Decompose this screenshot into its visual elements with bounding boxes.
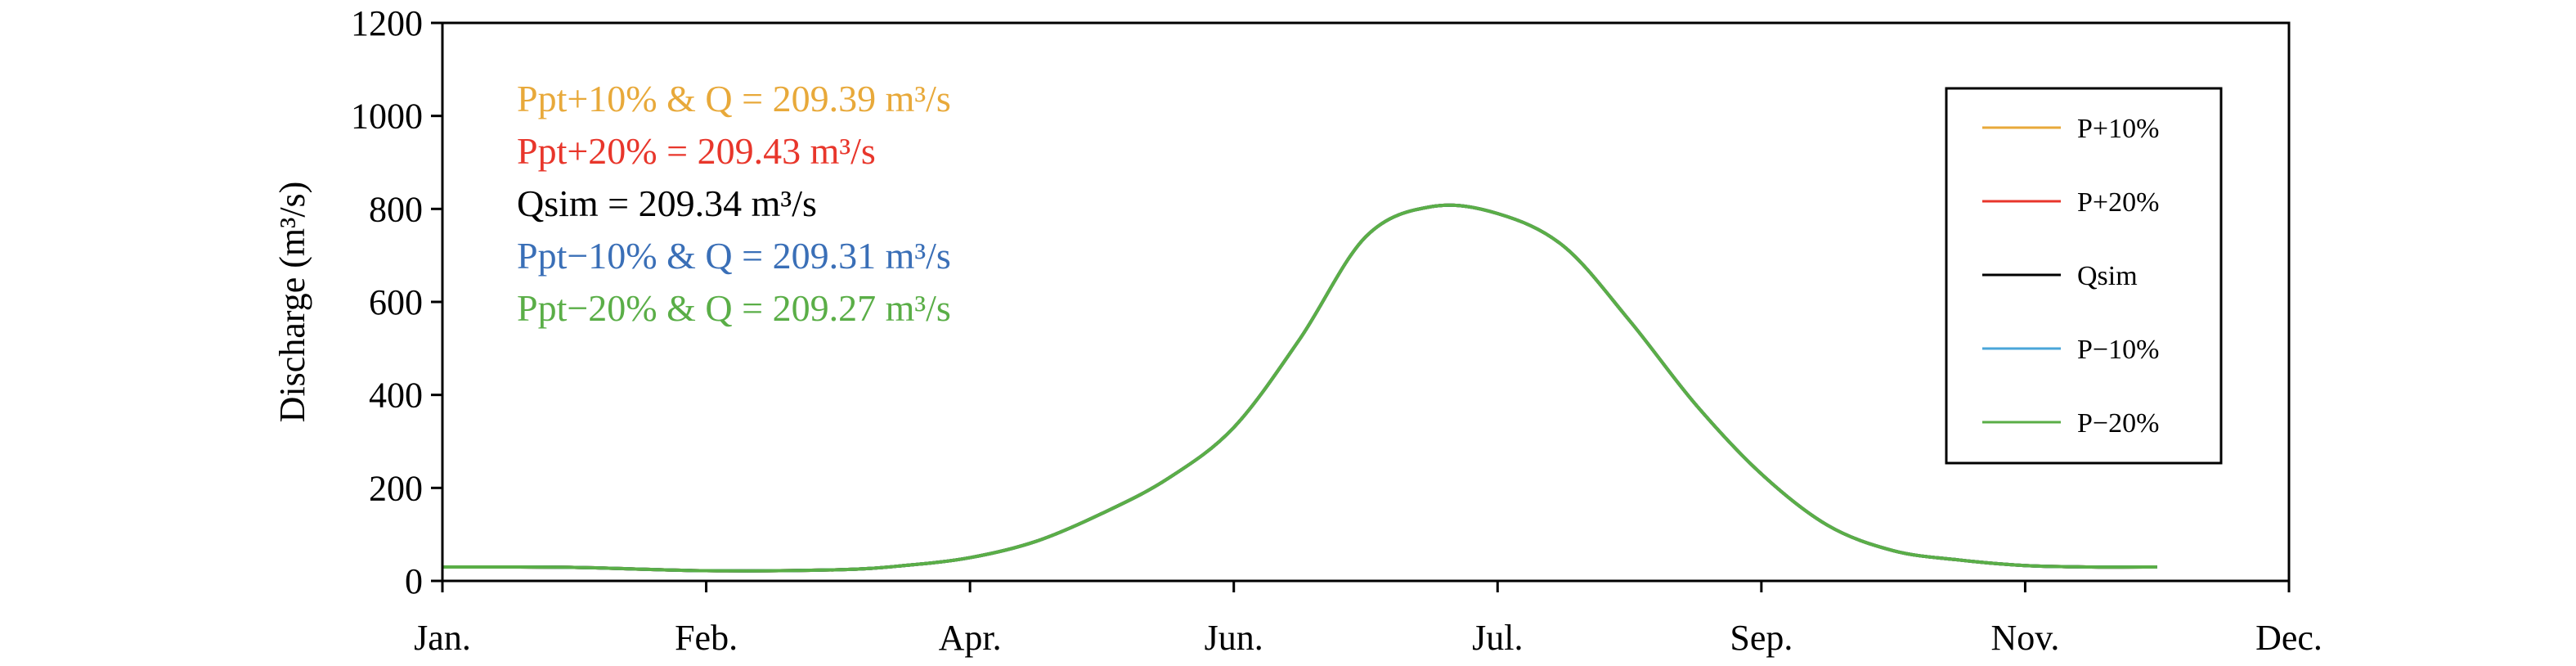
y-tick-label: 1000 [351, 97, 423, 137]
x-tick-label: Jun. [1205, 618, 1263, 658]
plot-area-frame [441, 21, 2291, 583]
series-line-4 [442, 203, 2157, 573]
y-tick-label: 600 [369, 282, 423, 322]
annotation-1: Ppt+20% = 209.43 m³/s [517, 130, 876, 172]
annotation-0: Ppt+10% & Q = 209.39 m³/s [517, 78, 951, 119]
legend-label-3: P−10% [2077, 335, 2159, 365]
annotation-4: Ppt−20% & Q = 209.27 m³/s [517, 287, 951, 329]
y-tick-label: 400 [369, 376, 423, 416]
x-tick-label: Nov. [1990, 618, 2059, 658]
x-tick-label: Sep. [1730, 618, 1793, 658]
x-tick-label: Apr. [939, 618, 1002, 658]
annotation-2: Qsim = 209.34 m³/s [517, 182, 817, 224]
y-axis-title: Discharge (m³/s) [272, 182, 312, 423]
annotation-3: Ppt−10% & Q = 209.31 m³/s [517, 235, 951, 277]
legend-label-4: P−20% [2077, 408, 2159, 439]
x-tick-label: Jan. [414, 618, 471, 658]
legend-label-0: P+10% [2077, 114, 2159, 144]
y-tick-label: 0 [405, 561, 423, 601]
x-tick-label: Feb. [675, 618, 738, 658]
y-tick-label: 800 [369, 189, 423, 229]
annotations: Ppt+10% & Q = 209.39 m³/s Ppt+20% = 209.4… [517, 78, 951, 329]
x-axis: Jan. Feb. Apr. Jun. Jul. Sep. Nov. Dec. [414, 581, 2322, 658]
y-tick-label: 200 [369, 468, 423, 508]
legend: P+10% P+20% Qsim P−10% P−20% [1945, 87, 2223, 465]
legend-label-1: P+20% [2077, 187, 2159, 218]
series-lines [442, 203, 2157, 573]
legend-label-2: Qsim [2077, 261, 2138, 291]
y-axis: 0 200 400 600 800 1000 1200 [351, 3, 442, 601]
x-tick-label: Jul. [1472, 618, 1523, 658]
y-tick-label: 1200 [351, 3, 423, 43]
x-tick-label: Dec. [2255, 618, 2322, 658]
